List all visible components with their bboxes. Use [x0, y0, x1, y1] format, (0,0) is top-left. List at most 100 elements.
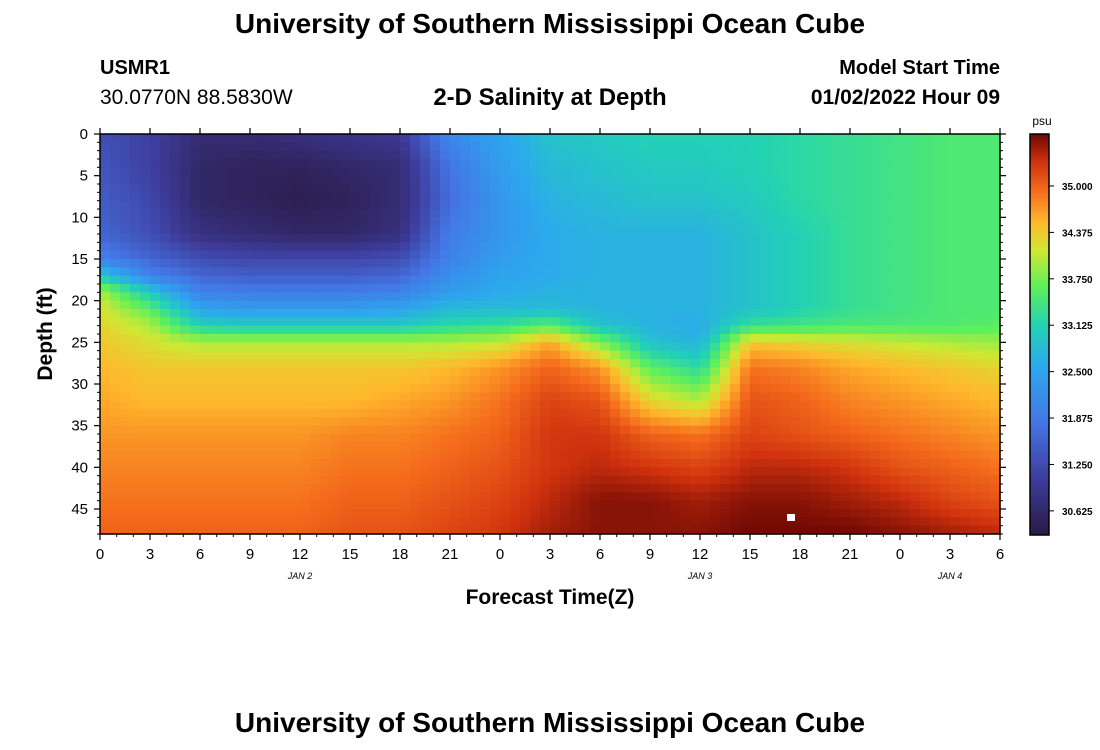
colorbar-tick-label: 30.625	[1062, 507, 1093, 518]
heatmap-cell	[590, 342, 601, 352]
heatmap-cell	[420, 459, 431, 468]
heatmap-cell	[760, 217, 771, 227]
heatmap-cell	[900, 325, 911, 335]
heatmap-cell	[140, 467, 151, 477]
heatmap-cell	[450, 259, 461, 268]
heatmap-cell	[500, 484, 511, 493]
heatmap-cell	[110, 225, 121, 235]
heatmap-cell	[640, 250, 651, 260]
heatmap-cell	[740, 159, 751, 168]
heatmap-cell	[310, 525, 321, 535]
heatmap-cell	[110, 350, 121, 360]
heatmap-cell	[500, 134, 511, 143]
heatmap-cell	[820, 492, 831, 502]
heatmap-cell	[440, 259, 451, 268]
heatmap-cell	[600, 400, 611, 410]
heatmap-cell	[660, 375, 671, 385]
heatmap-cell	[920, 342, 931, 352]
heatmap-cell	[610, 217, 621, 227]
heatmap-cell	[960, 309, 971, 318]
heatmap-cell	[570, 400, 581, 410]
heatmap-cell	[230, 384, 241, 393]
heatmap-cell	[110, 459, 121, 468]
heatmap-cell	[480, 375, 491, 385]
heatmap-cell	[970, 467, 981, 477]
heatmap-cell	[140, 167, 151, 177]
heatmap-cell	[890, 200, 901, 210]
heatmap-cell	[240, 425, 251, 435]
heatmap-cell	[100, 467, 111, 477]
heatmap-cell	[790, 292, 801, 302]
heatmap-cell	[480, 425, 491, 435]
heatmap-cell	[770, 359, 781, 368]
heatmap-cell	[130, 417, 141, 427]
heatmap-cell	[200, 209, 211, 218]
heatmap-cell	[540, 409, 551, 418]
heatmap-cell	[740, 292, 751, 302]
heatmap-cell	[720, 317, 731, 327]
heatmap-cell	[550, 325, 561, 335]
heatmap-cell	[520, 300, 531, 310]
heatmap-cell	[750, 184, 761, 193]
heatmap-cell	[970, 150, 981, 160]
heatmap-cell	[230, 259, 241, 268]
heatmap-cell	[790, 509, 801, 518]
heatmap-cell	[130, 442, 141, 452]
heatmap-cell	[620, 509, 631, 518]
heatmap-cell	[820, 234, 831, 243]
heatmap-cell	[190, 234, 201, 243]
heatmap-cell	[220, 350, 231, 360]
heatmap-cell	[580, 392, 591, 402]
heatmap-cell	[860, 367, 871, 377]
heatmap-cell	[610, 192, 621, 202]
heatmap-cell	[590, 259, 601, 268]
heatmap-cell	[710, 367, 721, 377]
heatmap-cell	[610, 334, 621, 343]
heatmap-cell	[510, 467, 521, 477]
heatmap-cell	[240, 467, 251, 477]
heatmap-cell	[920, 267, 931, 277]
heatmap-cell	[310, 434, 321, 443]
heatmap-cell	[580, 484, 591, 493]
heatmap-cell	[790, 392, 801, 402]
heatmap-cell	[150, 209, 161, 218]
heatmap-cell	[300, 225, 311, 235]
heatmap-cell	[520, 442, 531, 452]
heatmap-cell	[440, 209, 451, 218]
heatmap-cell	[100, 200, 111, 210]
heatmap-cell	[310, 192, 321, 202]
heatmap-cell	[900, 442, 911, 452]
heatmap-cell	[550, 359, 561, 368]
heatmap-cell	[200, 467, 211, 477]
heatmap-cell	[650, 392, 661, 402]
heatmap-cell	[880, 292, 891, 302]
heatmap-cell	[870, 467, 881, 477]
heatmap-cell	[180, 159, 191, 168]
heatmap-cell	[600, 350, 611, 360]
heatmap-cell	[920, 200, 931, 210]
x-tick-label: 12	[692, 546, 709, 563]
heatmap-cell	[180, 234, 191, 243]
heatmap-cell	[820, 192, 831, 202]
heatmap-cell	[600, 250, 611, 260]
heatmap-cell	[200, 359, 211, 368]
date-label: JAN 3	[687, 571, 713, 581]
heatmap-cell	[550, 167, 561, 177]
heatmap-cell	[650, 517, 661, 527]
heatmap-cell	[190, 409, 201, 418]
heatmap-cell	[150, 359, 161, 368]
heatmap-cell	[140, 300, 151, 310]
heatmap-cell	[140, 234, 151, 243]
heatmap-cell	[420, 184, 431, 193]
heatmap-cell	[960, 334, 971, 343]
heatmap-cell	[790, 450, 801, 460]
heatmap-cell	[530, 334, 541, 343]
heatmap-cell	[880, 159, 891, 168]
heatmap-cell	[340, 334, 351, 343]
heatmap-cell	[160, 200, 171, 210]
heatmap-cell	[540, 167, 551, 177]
heatmap-cell	[650, 342, 661, 352]
heatmap-cell	[840, 242, 851, 252]
heatmap-cell	[250, 225, 261, 235]
heatmap-cell	[780, 409, 791, 418]
